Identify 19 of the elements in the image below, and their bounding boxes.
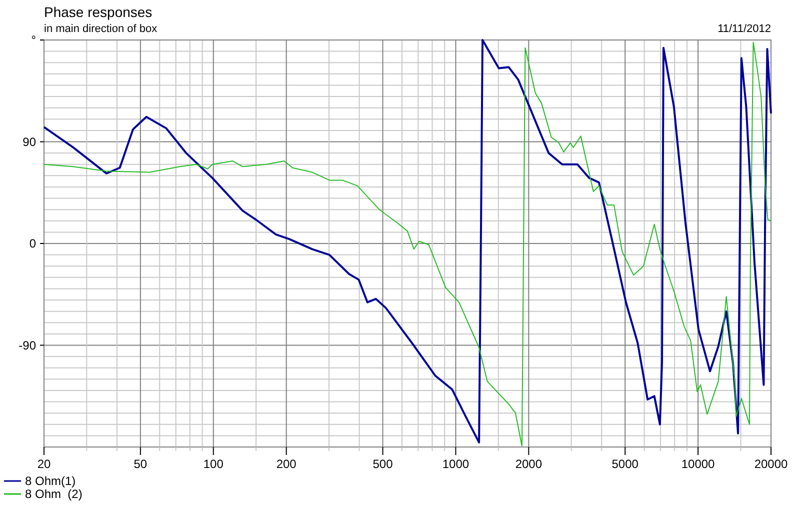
chart-subtitle: in main direction of box [44,23,158,35]
x-tick-label: 1000 [442,457,470,471]
y-tick-label: -90 [18,338,36,352]
x-tick-label: 50 [134,457,148,471]
chart-title: Phase responses [44,4,152,20]
x-tick-label: 20000 [754,457,788,471]
x-tick-label: 5000 [612,457,639,471]
text: 11/11/2012 [718,23,771,35]
y-tick-label: 90 [22,134,36,149]
x-tick-label: 100 [203,457,224,471]
x-tick-label: 2000 [515,457,542,471]
legend-label: 8 Ohm (2) [25,487,82,501]
legend-label: 8 Ohm(1) [25,474,76,488]
y-tick-label: 0 [29,236,36,250]
y-tick-label: ° [31,33,36,47]
x-tick-label: 20 [37,457,51,471]
x-tick-label: 500 [372,457,394,471]
x-tick-label: 10000 [681,457,716,471]
x-tick-label: 200 [276,457,297,471]
